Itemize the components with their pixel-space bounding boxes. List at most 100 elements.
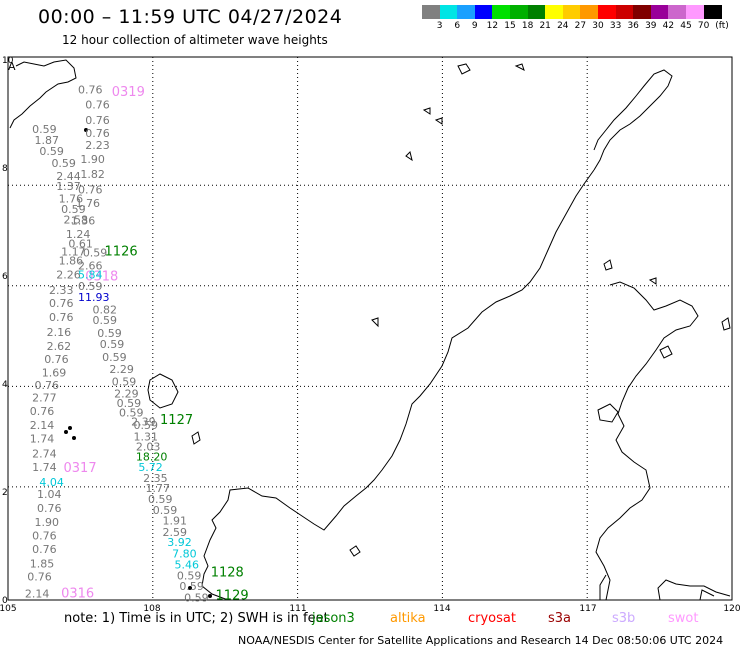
latitude-label: 2 (2, 488, 8, 498)
wave-height-label: 0.59 (133, 419, 158, 432)
wave-height-label: 11.93 (78, 291, 110, 304)
track-id-label: 1129 (216, 588, 249, 603)
coastline (9, 59, 77, 129)
wave-height-label: 0.59 (97, 327, 122, 340)
coastline (603, 259, 613, 271)
wave-height-label: 0.59 (148, 493, 173, 506)
latitude-label: 8 (2, 164, 8, 174)
islet (84, 128, 88, 132)
wave-height-label: 2.44 (56, 170, 80, 183)
coastline (191, 431, 201, 445)
wave-height-label: 1.86 (59, 255, 84, 268)
wave-height-label: 3.92 (167, 536, 192, 549)
wave-height-label: 2.58 (64, 213, 89, 226)
wave-height-label: 0.59 (179, 580, 204, 593)
wave-height-label: 0.59 (92, 314, 117, 327)
color-legend: 3 6 9 12 15 18 21 24 27 30 33 36 39 42 45 70 (ft) (0, 0, 740, 40)
legend-label: 39 (645, 21, 657, 31)
coastline (514, 63, 525, 71)
wave-height-label: 1.77 (146, 482, 171, 495)
longitude-label: 108 (143, 604, 160, 614)
islet (188, 586, 192, 590)
legend-swatch (686, 5, 705, 19)
legend-swatch (615, 5, 634, 19)
wave-height-label: 0.59 (177, 569, 202, 582)
track-id-label: 1127 (160, 413, 193, 428)
wave-height-label: 0.76 (78, 183, 103, 196)
wave-height-label: 1.17 (61, 246, 86, 259)
wave-height-label: 0.76 (27, 570, 52, 583)
legend-label: 3 (436, 21, 443, 31)
wave-height-label: 1.04 (37, 488, 62, 501)
legend-label: 45 (680, 21, 692, 31)
wave-height-label: 0.76 (37, 502, 62, 515)
coastline (597, 403, 619, 423)
wave-height-label: 2.74 (32, 448, 57, 461)
legend-label: 70 (697, 21, 710, 31)
coastline (593, 69, 673, 171)
wave-height-label: 0.59 (119, 406, 144, 419)
legend-label: 9 (471, 21, 478, 31)
wave-height-label: 0.76 (35, 379, 60, 392)
wave-height-label: 2.03 (136, 441, 161, 454)
wave-height-label: 0.76 (32, 543, 57, 556)
wave-height-label: 0.59 (184, 592, 209, 605)
track-id-label: 0317 (64, 461, 97, 476)
longitude-label: 120 (723, 604, 740, 614)
wave-height-label: 5.84 (78, 269, 103, 282)
wave-height-label: 2.16 (47, 326, 72, 339)
wave-height-label: 0.59 (102, 351, 127, 364)
wave-height-label: 1.69 (42, 366, 67, 379)
longitude-label: 111 (289, 604, 306, 614)
coastline (657, 579, 731, 601)
legend-label: 12 (486, 21, 499, 31)
coastline (201, 169, 595, 601)
wave-height-label: 1.76 (76, 197, 101, 210)
wave-height-label: 0.59 (83, 247, 108, 260)
longitude-label: 117 (579, 604, 596, 614)
wave-height-label: 0.76 (78, 84, 103, 97)
wave-height-label: 18.20 (136, 451, 168, 464)
legend-label: 18 (521, 21, 534, 31)
legend-swatch (474, 5, 493, 19)
wave-height-label: 2.29 (109, 363, 134, 376)
wave-height-label: 1.36 (71, 214, 96, 227)
wave-height-label: 0.59 (61, 203, 86, 216)
coastline (422, 107, 431, 115)
latitude-label: 4 (2, 380, 8, 390)
wave-height-label: 0.76 (32, 530, 57, 543)
wave-height-label: 1.37 (56, 180, 80, 193)
wave-height-label: 2.39 (131, 416, 156, 429)
coastline (721, 317, 731, 331)
longitude-label: 114 (433, 604, 450, 614)
wave-height-label: 0.59 (117, 397, 142, 410)
coastline (648, 277, 657, 285)
wave-height-label: 1.76 (59, 192, 84, 205)
satellite-s3b: s3b (612, 611, 636, 626)
wave-height-label: 0.76 (85, 114, 110, 127)
legend-label: 42 (662, 21, 675, 31)
islet (64, 430, 68, 434)
credit-line: NOAA/NESDIS Center for Satellite Applica… (238, 634, 724, 647)
corner-label: A (8, 60, 16, 73)
wave-height-label: 2.77 (32, 391, 57, 404)
satellite-s3a: s3a (548, 611, 572, 626)
footer-note: note: 1) Time is in UTC; 2) SWH is in fe… (64, 611, 329, 626)
islet (68, 426, 72, 430)
legend-label: 24 (557, 21, 569, 31)
coastline (405, 151, 413, 162)
coastline (371, 317, 379, 328)
wave-height-label: 0.59 (78, 280, 103, 293)
wave-height-label: 2.14 (25, 587, 50, 600)
wave-height-label: 2.62 (47, 340, 72, 353)
legend-swatch (668, 5, 687, 19)
wave-height-label: 0.76 (49, 311, 74, 324)
satellite-altika: altika (390, 611, 426, 626)
wave-height-label: 2.14 (30, 419, 55, 432)
track-id-label: 0318 (85, 270, 118, 285)
legend-swatch (492, 5, 511, 19)
wave-height-label: 1.90 (35, 516, 60, 529)
wave-height-label: 0.59 (112, 375, 137, 388)
wave-height-label: 0.59 (51, 157, 76, 170)
